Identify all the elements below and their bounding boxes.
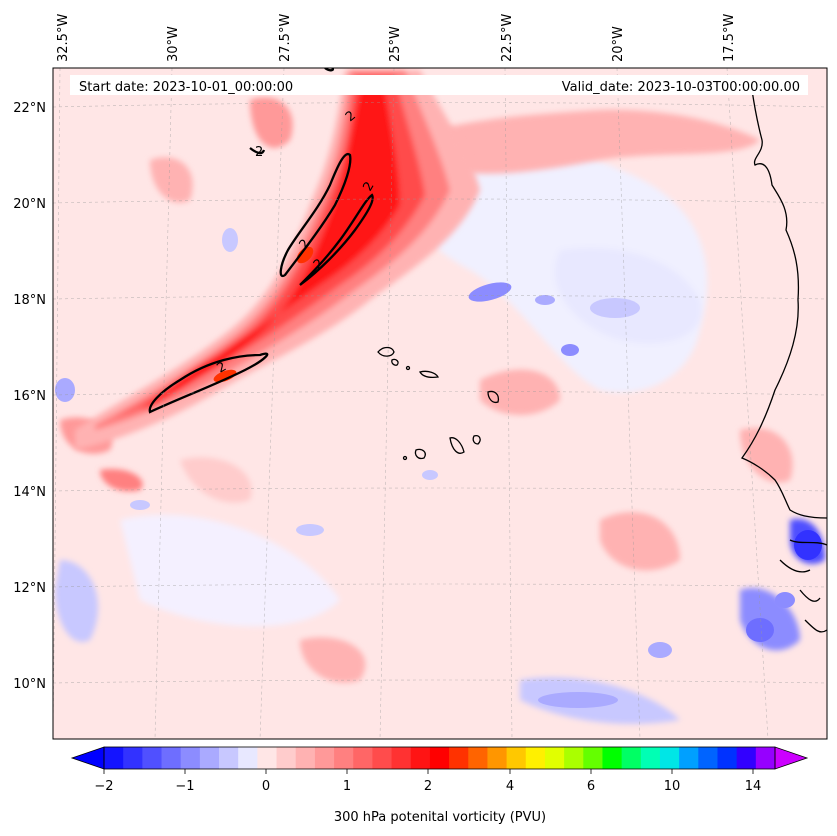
lat-label: 14°N <box>13 485 46 500</box>
colorbar-swatch <box>468 747 488 769</box>
lat-label: 22°N <box>13 101 46 116</box>
lat-label: 16°N <box>13 389 46 404</box>
pink-patches <box>60 97 793 683</box>
colorbar-swatch <box>410 747 431 769</box>
colorbar-swatch <box>142 747 163 769</box>
colorbar-swatch <box>659 747 680 769</box>
colorbar-swatch <box>180 747 201 769</box>
lon-label: 32.5°W <box>56 14 71 62</box>
pv-streamer <box>75 70 480 450</box>
blue-blobs <box>55 228 822 708</box>
graticule <box>53 68 827 739</box>
lon-label: 22.5°W <box>500 14 515 62</box>
lon-label: 20°W <box>611 26 626 62</box>
map-panel: 2 2 2 2 2 2 <box>53 68 827 739</box>
latitude-labels: 22°N 20°N 18°N 16°N 14°N 12°N 10°N <box>13 101 46 692</box>
colorbar-under-triangle <box>70 746 105 770</box>
colorbar-tick-labels: −2 −1 0 1 2 4 6 10 14 <box>94 779 761 794</box>
colorbar-swatch <box>219 747 239 769</box>
colorbar-tick-label: 4 <box>506 779 514 794</box>
lon-label: 30°W <box>166 26 181 62</box>
start-date: Start date: 2023-10-01_00:00:00 <box>79 80 293 95</box>
colorbar-swatch <box>334 747 354 769</box>
colorbar-swatch <box>487 747 508 769</box>
colorbar-tick-label: −2 <box>94 779 113 794</box>
colorbar-swatch <box>104 747 124 769</box>
valid-date: Valid_date: 2023-10-03T00:00:00.00 <box>562 80 800 95</box>
colorbar-outline <box>103 746 776 770</box>
colorbar-swatch <box>717 747 738 769</box>
colorbar-swatch <box>736 747 757 769</box>
pv-core-orange <box>213 369 237 383</box>
lat-label: 18°N <box>13 293 46 308</box>
colorbar-tick-label: 14 <box>745 779 762 794</box>
colorbar-swatch <box>391 747 412 769</box>
colorbar-swatch <box>123 747 143 769</box>
colorbar-tick-label: 0 <box>262 779 270 794</box>
colorbar-swatch <box>429 747 450 769</box>
colorbar-swatch <box>449 747 469 769</box>
colorbar-swatch <box>199 747 220 769</box>
colorbar-swatch <box>755 747 776 769</box>
colorbar-swatch <box>295 747 316 769</box>
colorbar-swatch <box>161 747 182 769</box>
colorbar-swatch <box>698 747 718 769</box>
map-frame <box>52 67 828 740</box>
lat-label: 20°N <box>13 197 46 212</box>
colorbar-swatch <box>372 747 393 769</box>
colorbar: −2 −1 0 1 2 4 6 10 14 300 hPa potenital … <box>70 746 809 825</box>
lat-label: 10°N <box>13 677 46 692</box>
cape-verde-islands <box>377 346 500 461</box>
colorbar-swatch <box>564 747 584 769</box>
colorbar-label: 300 hPa potenital vorticity (PVU) <box>334 810 546 825</box>
colorbar-tick-label: 2 <box>424 779 432 794</box>
colorbar-swatches <box>104 747 776 769</box>
colorbar-tick-label: 10 <box>664 779 681 794</box>
colorbar-swatch <box>506 747 527 769</box>
lat-label: 12°N <box>13 581 46 596</box>
africa-coastline <box>740 89 827 633</box>
contour-label: 2 <box>255 145 263 160</box>
lon-label: 17.5°W <box>722 14 737 62</box>
pv-core-orange-2 <box>296 246 314 264</box>
header-strip <box>70 75 808 95</box>
colorbar-tick-label: −1 <box>175 779 194 794</box>
colorbar-swatch <box>679 747 699 769</box>
colorbar-over-triangle <box>774 746 809 770</box>
colorbar-swatch <box>314 747 335 769</box>
colorbar-swatch <box>525 747 546 769</box>
colorbar-tick-label: 1 <box>343 779 351 794</box>
colorbar-swatch <box>257 747 278 769</box>
colorbar-swatch <box>238 747 258 769</box>
colorbar-ticks <box>103 769 754 774</box>
colorbar-swatch <box>583 747 603 769</box>
colorbar-swatch <box>621 747 642 769</box>
lon-label: 27.5°W <box>278 14 293 62</box>
colorbar-tick-label: 6 <box>587 779 595 794</box>
longitude-labels: 32.5°W 30°W 27.5°W 25°W 22.5°W 20°W 17.5… <box>56 14 737 62</box>
colorbar-swatch <box>276 747 297 769</box>
colorbar-swatch <box>544 747 565 769</box>
lon-label: 25°W <box>388 26 403 62</box>
colorbar-swatch <box>602 747 623 769</box>
colorbar-swatch <box>353 747 373 769</box>
colorbar-swatch <box>640 747 661 769</box>
